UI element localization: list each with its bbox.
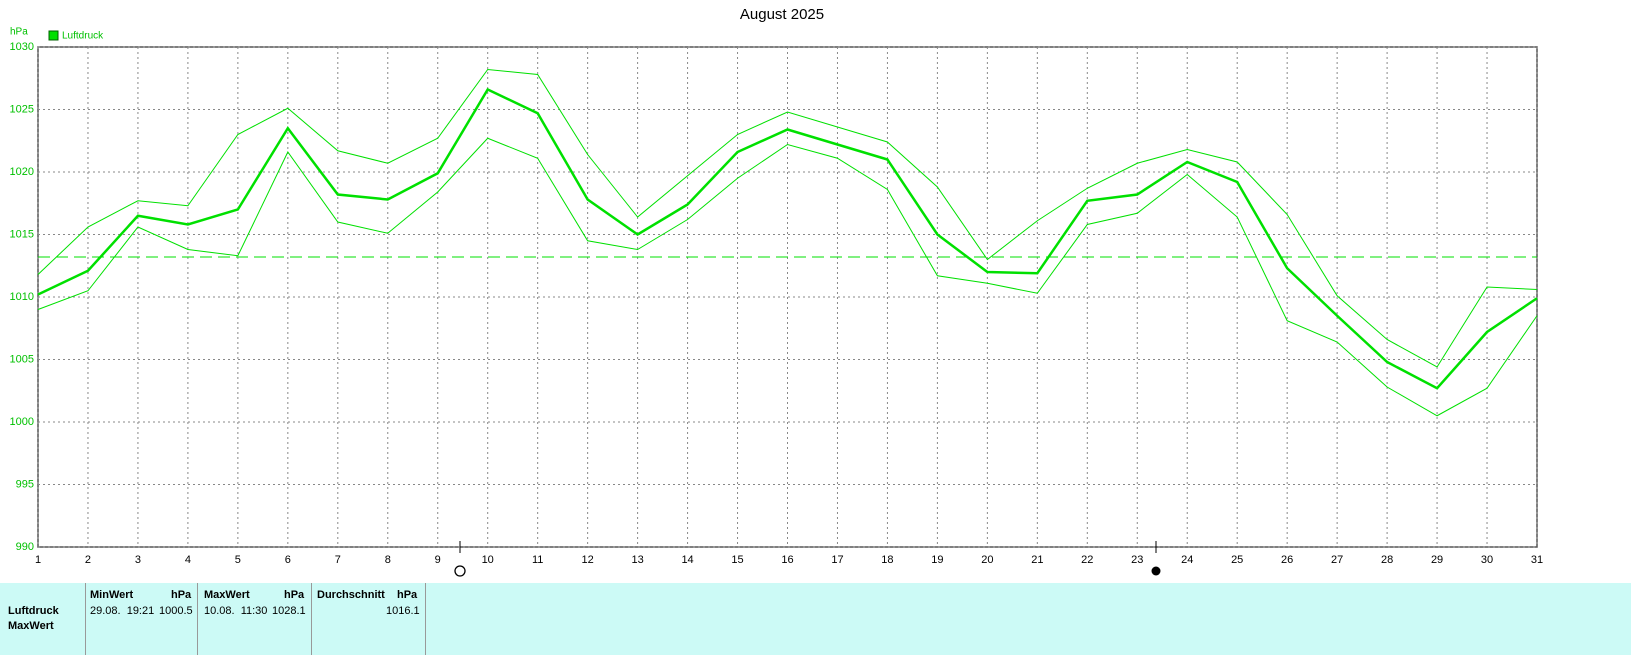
row-label: MaxWert (8, 620, 54, 632)
column-separator (311, 583, 312, 655)
x-tick-label: 8 (385, 554, 391, 566)
row-label: Luftdruck (8, 605, 59, 617)
x-tick-label: 31 (1531, 554, 1543, 566)
x-tick-label: 21 (1031, 554, 1043, 566)
x-tick-label: 16 (781, 554, 793, 566)
x-tick-label: 17 (831, 554, 843, 566)
y-tick-label: 990 (16, 541, 34, 553)
chart-title: August 2025 (740, 6, 824, 23)
y-axis-unit: hPa (10, 27, 28, 38)
x-tick-label: 14 (681, 554, 693, 566)
x-tick-label: 15 (731, 554, 743, 566)
x-tick-label: 26 (1281, 554, 1293, 566)
x-tick-label: 27 (1331, 554, 1343, 566)
x-tick-label: 25 (1231, 554, 1243, 566)
column-header: Durchschnitt (317, 589, 385, 601)
x-tick-label: 29 (1431, 554, 1443, 566)
x-tick-label: 20 (981, 554, 993, 566)
x-tick-label: 12 (582, 554, 594, 566)
x-tick-label: 18 (881, 554, 893, 566)
legend-label: Luftdruck (62, 31, 104, 42)
y-tick-label: 1030 (10, 41, 34, 53)
y-tick-label: 1000 (10, 416, 34, 428)
y-tick-label: 1015 (10, 228, 34, 240)
summary-table: MinWert hPa MaxWert hPa Durchschnitt hPa… (0, 583, 1631, 655)
y-tick-label: 1025 (10, 103, 34, 115)
chart: August 2025 hPa 990995100010051010101510… (10, 6, 1543, 577)
x-tick-label: 11 (532, 554, 543, 566)
column-separator (85, 583, 86, 655)
x-tick-label: 30 (1481, 554, 1493, 566)
cell-time: 10.08. 11:30 (204, 605, 268, 617)
cell-value: 1016.1 (386, 605, 420, 617)
column-unit: hPa (284, 589, 305, 601)
y-tick-label: 1020 (10, 166, 34, 178)
full-moon-icon (454, 565, 466, 577)
legend-swatch (48, 30, 59, 41)
series-line (37, 137, 1538, 417)
column-separator (425, 583, 426, 655)
column-unit: hPa (397, 589, 418, 601)
x-tick-label: 23 (1131, 554, 1143, 566)
x-tick-label: 24 (1181, 554, 1193, 566)
column-separator (197, 583, 198, 655)
x-tick-label: 1 (35, 554, 41, 566)
column-header: MinWert (90, 589, 134, 601)
x-tick-label: 2 (85, 554, 91, 566)
series-line (37, 68, 1538, 368)
x-tick-label: 13 (631, 554, 643, 566)
column-unit: hPa (171, 589, 192, 601)
x-tick-label: 7 (335, 554, 341, 566)
y-tick-label: 1005 (10, 353, 34, 365)
x-tick-label: 10 (482, 554, 494, 566)
x-tick-label: 22 (1081, 554, 1093, 566)
y-tick-label: 995 (16, 478, 34, 490)
series-line (37, 87, 1538, 390)
x-tick-label: 9 (435, 554, 441, 566)
x-tick-label: 28 (1381, 554, 1393, 566)
x-tick-label: 6 (285, 554, 291, 566)
y-tick-label: 1010 (10, 291, 34, 303)
cell-time: 29.08. 19:21 (90, 605, 155, 617)
x-tick-label: 4 (185, 554, 191, 566)
cell-value: 1000.5 (159, 605, 193, 617)
x-tick-label: 19 (931, 554, 943, 566)
cell-value: 1028.1 (272, 605, 306, 617)
column-header: MaxWert (204, 589, 250, 601)
x-tick-label: 3 (135, 554, 141, 566)
new-moon-icon (1151, 566, 1161, 576)
x-tick-label: 5 (235, 554, 241, 566)
